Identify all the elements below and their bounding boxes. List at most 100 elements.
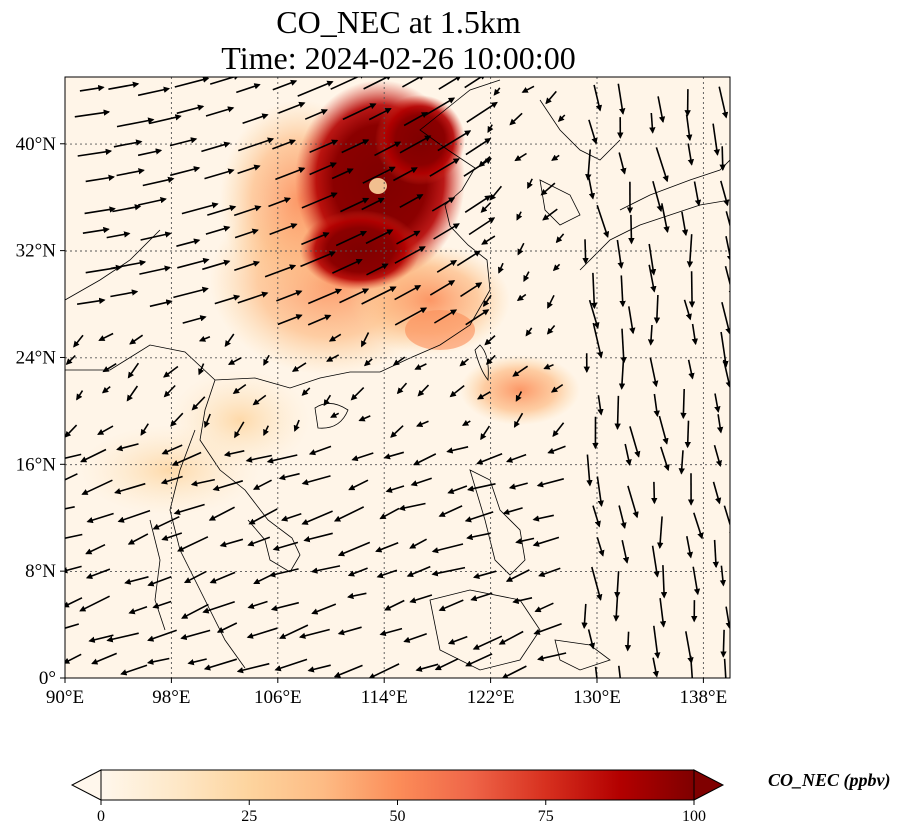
wind-vector-arrow bbox=[399, 194, 424, 209]
wind-vector-arrow bbox=[340, 197, 370, 213]
wind-vector-arrow bbox=[311, 603, 337, 615]
wind-vector-arrow bbox=[552, 263, 561, 272]
wind-vector-arrow bbox=[617, 83, 626, 115]
colorbar-tick-label: 100 bbox=[682, 808, 706, 825]
wind-vector-arrow bbox=[438, 77, 462, 90]
wind-vector-arrow bbox=[514, 152, 527, 162]
wind-vector-arrow bbox=[680, 388, 687, 420]
wind-vector-arrow bbox=[203, 413, 211, 428]
wind-vector-arrow bbox=[437, 130, 472, 152]
wind-vector-arrow bbox=[127, 362, 140, 379]
wind-vector-arrow bbox=[542, 208, 558, 221]
wind-vector-arrow bbox=[552, 422, 565, 438]
wind-vector-arrow bbox=[201, 141, 231, 153]
wind-vector-arrow bbox=[651, 481, 658, 505]
wind-vector-arrow bbox=[446, 446, 469, 454]
wind-vector-arrow bbox=[176, 104, 205, 115]
wind-vector-arrow bbox=[394, 246, 426, 264]
wind-vector-arrow bbox=[73, 334, 84, 348]
wind-vector-arrow bbox=[413, 453, 437, 466]
wind-vector-arrow bbox=[498, 630, 524, 645]
wind-vector-arrow bbox=[149, 299, 173, 308]
wind-vector-arrow bbox=[65, 453, 82, 459]
wind-vector-arrow bbox=[659, 598, 667, 628]
wind-vector-arrow bbox=[169, 137, 198, 147]
wind-vector-arrow bbox=[140, 231, 172, 241]
wind-vector-arrow bbox=[693, 181, 702, 207]
wind-vector-arrow bbox=[307, 314, 332, 326]
wind-vector-arrow bbox=[209, 571, 236, 584]
wind-vector-arrow bbox=[720, 180, 730, 207]
wind-vector-arrow bbox=[693, 512, 704, 540]
wind-vector-arrow bbox=[385, 485, 405, 493]
wind-vector-arrow bbox=[85, 543, 106, 555]
wind-vector-arrow bbox=[513, 412, 524, 428]
wind-vector-arrow bbox=[410, 477, 432, 487]
wind-vector-arrow bbox=[472, 635, 503, 650]
wind-vector-arrow bbox=[212, 480, 244, 492]
colorbar-tick-label: 0 bbox=[97, 808, 105, 825]
wind-vector-arrow bbox=[350, 387, 365, 401]
colorbar-ticks: 0 25 50 75 100 bbox=[97, 800, 706, 825]
wind-vector-arrow bbox=[627, 485, 639, 519]
wind-vector-arrow bbox=[433, 309, 458, 324]
wind-vector-arrow bbox=[409, 538, 427, 549]
wind-vector-arrow bbox=[720, 331, 729, 368]
wind-vector-arrow bbox=[112, 204, 142, 213]
wind-vector-arrow bbox=[126, 385, 139, 402]
wind-vector-arrow bbox=[464, 77, 487, 89]
wind-vector-arrow bbox=[688, 271, 696, 308]
wind-vector-arrow bbox=[712, 123, 720, 156]
wind-vector-arrow bbox=[714, 393, 721, 413]
wind-vector-arrow bbox=[301, 510, 333, 525]
wind-vector-arrow bbox=[463, 158, 492, 177]
wind-vector-arrow bbox=[438, 505, 463, 517]
wind-vector-arrow bbox=[174, 77, 210, 88]
wind-vector-arrow bbox=[431, 566, 466, 577]
wind-vector-arrow bbox=[614, 571, 621, 599]
wind-vector-arrow bbox=[417, 384, 430, 397]
wind-vector-arrow bbox=[263, 425, 270, 437]
wind-vector-arrow bbox=[713, 444, 722, 468]
wind-vector-arrow bbox=[545, 90, 557, 105]
wind-vector-arrow bbox=[79, 595, 110, 612]
wind-vector-arrow bbox=[106, 231, 131, 239]
wind-vector-arrow bbox=[190, 478, 215, 487]
wind-vector-arrow bbox=[656, 516, 664, 549]
wind-vector-arrow bbox=[581, 603, 588, 629]
wind-vector-arrow bbox=[358, 415, 371, 422]
wind-vector-arrow bbox=[624, 631, 632, 652]
wind-vector-arrow bbox=[376, 569, 398, 579]
wind-vector-arrow bbox=[547, 294, 555, 309]
wind-vector-arrow bbox=[515, 537, 535, 545]
wind-vector-arrow bbox=[505, 453, 527, 463]
wind-vector-arrow bbox=[517, 242, 525, 256]
wind-vector-arrow bbox=[436, 260, 458, 273]
wind-vector-arrow bbox=[173, 286, 209, 299]
wind-vector-arrow bbox=[152, 600, 172, 609]
wind-vector-arrow bbox=[101, 385, 111, 394]
wind-vector-arrow bbox=[137, 86, 171, 97]
wind-vector-arrow bbox=[252, 394, 267, 406]
wind-vector-arrow bbox=[718, 86, 729, 119]
wind-vector-arrow bbox=[298, 628, 330, 639]
wind-vector-arrow bbox=[624, 443, 632, 466]
wind-vector-arrow bbox=[629, 426, 641, 458]
wind-vector-arrow bbox=[202, 259, 231, 271]
wind-vector-arrow bbox=[147, 629, 177, 642]
lon-tick-label: 98°E bbox=[152, 687, 190, 708]
wind-vector-arrow bbox=[588, 299, 600, 330]
wind-vector-arrow bbox=[198, 335, 211, 342]
wind-vector-arrow bbox=[182, 315, 207, 324]
wind-vector-arrow bbox=[65, 623, 80, 629]
wind-vector-arrow bbox=[546, 324, 556, 335]
lat-tick-label: 0° bbox=[39, 668, 56, 689]
wind-vector-arrow bbox=[587, 629, 596, 650]
wind-vector-arrow bbox=[303, 532, 333, 543]
wind-vector-arrow bbox=[586, 454, 593, 487]
wind-vector-arrow bbox=[525, 327, 533, 337]
wind-vector-arrow bbox=[361, 197, 385, 211]
wind-vector-arrow bbox=[110, 259, 147, 270]
wind-vector-arrow bbox=[393, 167, 418, 182]
wind-vector-arrow bbox=[596, 476, 604, 507]
